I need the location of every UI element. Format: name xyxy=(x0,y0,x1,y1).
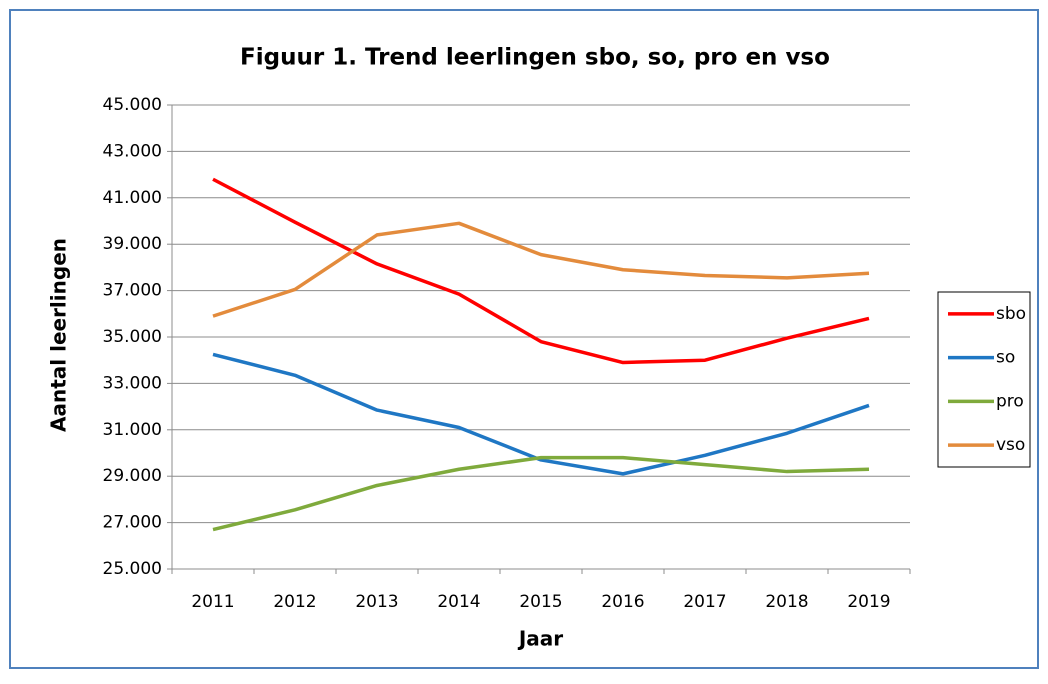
x-tick-label: 2012 xyxy=(273,592,316,612)
x-axis-title: Jaar xyxy=(517,627,563,651)
y-tick-label: 29.000 xyxy=(103,466,162,486)
x-tick-label: 2016 xyxy=(601,592,644,612)
x-tick-label: 2011 xyxy=(191,592,234,612)
x-tick-label: 2015 xyxy=(519,592,562,612)
legend-box xyxy=(937,291,1031,468)
y-tick-label: 45.000 xyxy=(103,95,162,115)
y-tick-label: 25.000 xyxy=(103,559,162,579)
y-tick-label: 35.000 xyxy=(103,327,162,347)
x-tick-label: 2014 xyxy=(437,592,480,612)
chart-title: Figuur 1. Trend leerlingen sbo, so, pro … xyxy=(240,45,830,71)
chart-border xyxy=(9,9,1039,669)
x-tick-label: 2017 xyxy=(683,592,726,612)
legend-label: sbo xyxy=(996,304,1026,324)
line-vso xyxy=(212,221,870,318)
x-tick-label: 2018 xyxy=(765,592,808,612)
y-tick-label: 41.000 xyxy=(103,188,162,208)
y-tick-label: 31.000 xyxy=(103,420,162,440)
legend-label: so xyxy=(996,348,1015,368)
y-tick-label: 27.000 xyxy=(103,513,162,533)
line-sbo xyxy=(212,177,870,365)
y-tick-label: 33.000 xyxy=(103,373,162,393)
line-so xyxy=(212,352,870,476)
y-tick-label: 43.000 xyxy=(103,141,162,161)
line-pro xyxy=(212,455,870,532)
y-tick-label: 39.000 xyxy=(103,234,162,254)
x-tick-label: 2013 xyxy=(355,592,398,612)
legend-label: vso xyxy=(996,435,1025,455)
x-tick-label: 2019 xyxy=(847,592,890,612)
legend-label: pro xyxy=(996,391,1024,411)
y-axis-title: Aantal leerlingen xyxy=(47,238,71,432)
y-tick-label: 37.000 xyxy=(103,281,162,301)
